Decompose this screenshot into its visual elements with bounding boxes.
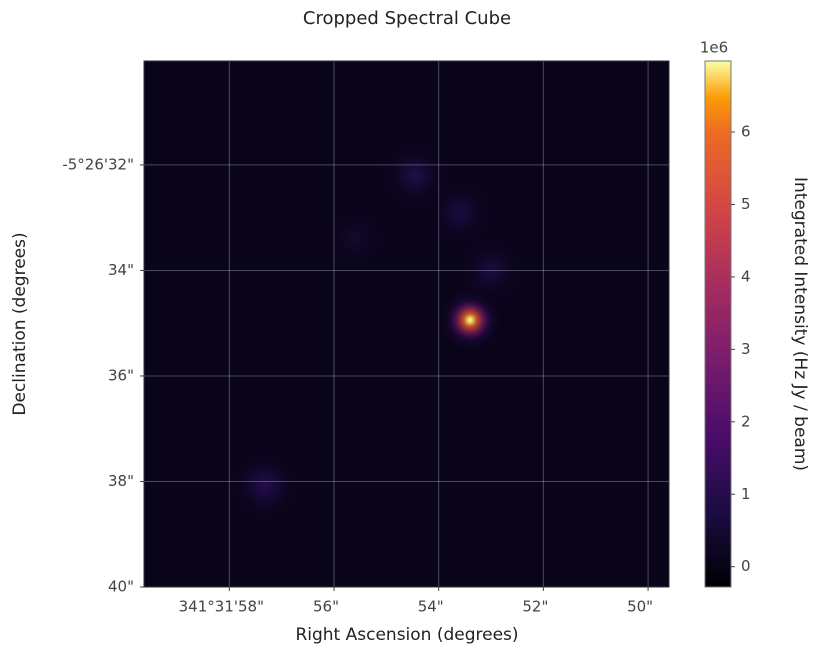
- colorbar: [704, 60, 732, 588]
- colorbar-tick-label: 3: [741, 340, 751, 358]
- source: [314, 198, 395, 279]
- plot-frame: [143, 60, 670, 588]
- chart-title: Cropped Spectral Cube: [303, 8, 511, 29]
- colorbar-tick-label: 1: [741, 485, 751, 503]
- y-axis-label: Declination (degrees): [10, 232, 30, 415]
- colorbar-tick-label: 4: [741, 267, 751, 285]
- y-tick-label: -5°26'32": [62, 155, 134, 173]
- colorbar-tick-label: 6: [741, 123, 751, 141]
- y-tick-label: 38": [108, 472, 134, 490]
- x-axis-label: Right Ascension (degrees): [295, 625, 518, 645]
- colorbar-tick-label: 0: [741, 557, 751, 575]
- x-tick-label: 56": [313, 598, 339, 616]
- x-tick-label: 50": [627, 598, 653, 616]
- x-tick-label: 341°31'58": [179, 598, 264, 616]
- colorbar-tick-label: 5: [741, 195, 751, 213]
- source: [224, 445, 305, 526]
- colorbar-offset: 1e6: [700, 39, 728, 57]
- source: [419, 172, 500, 253]
- x-tick-label: 54": [418, 598, 444, 616]
- x-tick-label: 52": [522, 598, 548, 616]
- y-tick-label: 36": [108, 366, 134, 384]
- y-tick-label: 40": [108, 578, 134, 596]
- y-tick-label: 34": [108, 261, 134, 279]
- colorbar-label: Integrated Intensity (Hz Jy / beam): [790, 177, 810, 471]
- colorbar-tick-label: 2: [741, 412, 751, 430]
